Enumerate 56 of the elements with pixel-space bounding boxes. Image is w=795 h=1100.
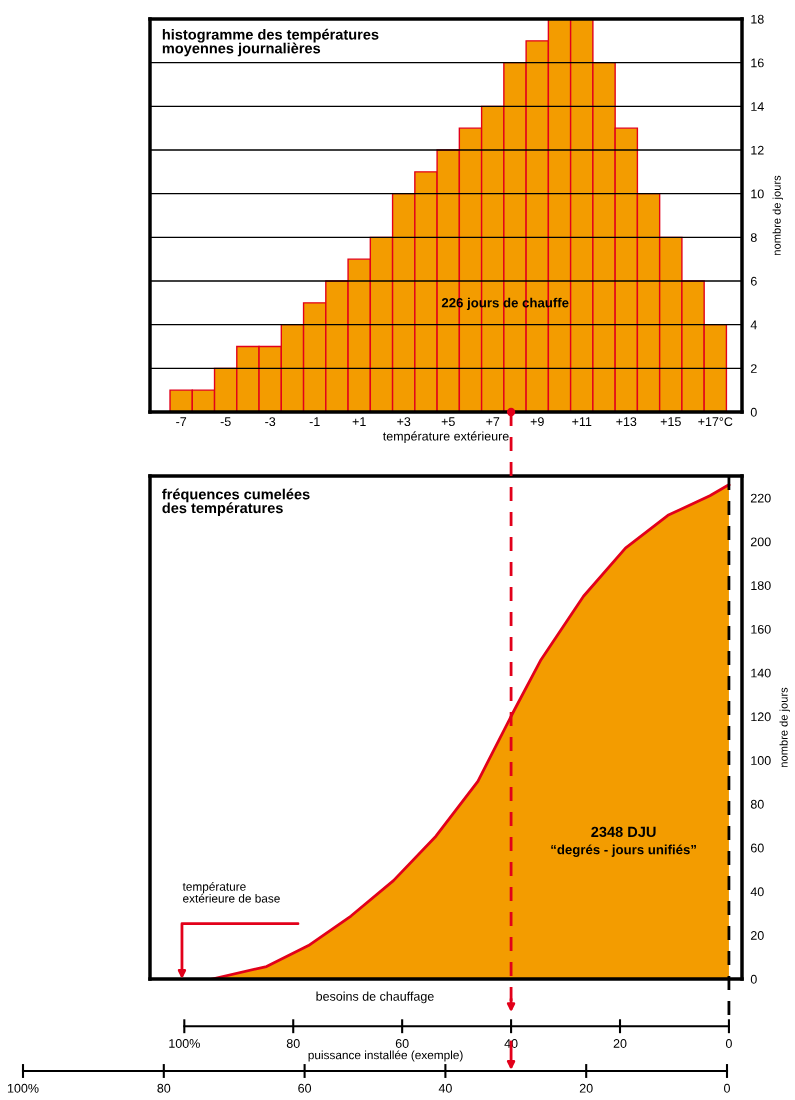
annotation: température extérieure de base [182, 881, 280, 903]
x-tick-label: -1 [309, 417, 320, 426]
x-tick-label: +13 [616, 417, 637, 427]
y-tick-label: 0 [750, 407, 757, 417]
y-tick-label: 80 [750, 799, 764, 809]
x-tick-label: +11 [572, 417, 592, 426]
y-tick-label: 16 [751, 58, 764, 68]
y-tick-label: 6 [750, 276, 757, 286]
x-tick-label: +5 [441, 417, 455, 427]
annotation: “degrés - jours unifiés” [551, 844, 696, 857]
x-tick-label: -3 [265, 417, 276, 427]
x-tick-label: 60 [395, 1039, 409, 1048]
y-tick-label: 100 [751, 756, 771, 765]
x2-tick-label: 100% [7, 1083, 39, 1093]
x-tick-label: 0 [725, 1039, 732, 1048]
x2-tick-label: 20 [579, 1083, 593, 1093]
x2-tick-label: 60 [298, 1083, 312, 1093]
y-tick-label: 120 [751, 712, 771, 722]
x-tick-label: 80 [286, 1039, 300, 1048]
y-tick-label: 200 [750, 537, 771, 547]
text: fréquences cumelées des températures [162, 488, 310, 517]
x-axis-title: température extérieure [382, 431, 509, 444]
y-tick-label: 60 [750, 843, 764, 853]
x-tick-label: 100% [169, 1039, 200, 1048]
y-tick-label: 180 [751, 581, 771, 590]
y-tick-label: 12 [751, 145, 764, 155]
x-tick-label: +9 [530, 417, 544, 427]
x-tick-label: +7 [486, 417, 500, 426]
annotation: 2348 DJU [591, 826, 656, 838]
x2-axis-title: puissance installée (exemple) [308, 1050, 463, 1062]
y-tick-label: 8 [750, 233, 757, 242]
x2-tick-label: 40 [438, 1083, 452, 1093]
x-tick-label: +17°C [698, 417, 733, 427]
x-tick-label: +3 [397, 417, 411, 427]
x-tick-label: +1 [352, 417, 366, 426]
y-axis-title: nombre de jours [779, 687, 790, 767]
x-tick-label: 20 [613, 1039, 627, 1048]
y-tick-label: 220 [750, 493, 771, 503]
y-tick-label: 4 [750, 320, 757, 330]
x2-tick-label: 0 [724, 1083, 730, 1093]
x2-tick-label: 80 [157, 1083, 171, 1093]
x-tick-label: -7 [176, 417, 187, 426]
text: histogramme des températures moyennes journalières [162, 28, 379, 57]
y-tick-label: 14 [751, 102, 764, 111]
y-axis-title: nombre de jours [772, 175, 783, 255]
y-tick-label: 40 [750, 887, 764, 897]
x-tick-label: -5 [220, 417, 231, 427]
y-tick-label: 20 [750, 931, 764, 940]
y-tick-label: 2 [750, 364, 757, 373]
x-axis-title: besoins de chauffage [316, 991, 434, 1004]
x-tick-label: +15 [660, 417, 681, 427]
y-tick-label: 140 [751, 668, 771, 678]
y-tick-label: 0 [750, 974, 757, 984]
y-tick-label: 10 [751, 189, 764, 199]
y-tick-label: 160 [751, 624, 771, 634]
y-tick-label: 18 [751, 14, 764, 24]
